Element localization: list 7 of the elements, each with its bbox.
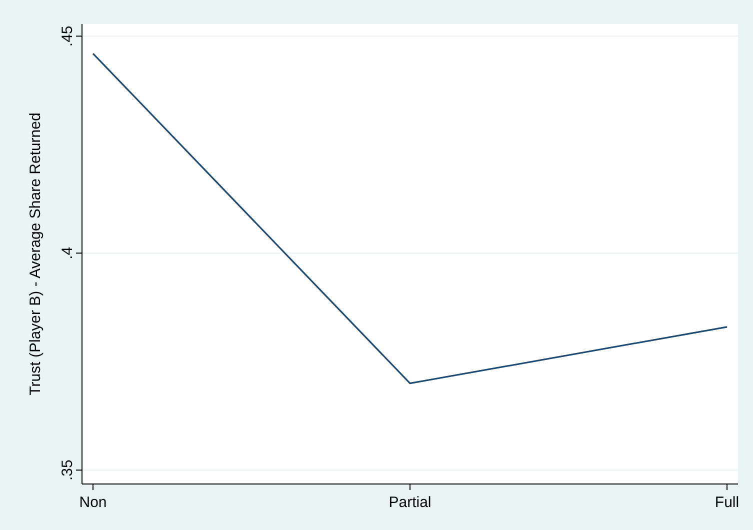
y-tick-label: .35 <box>59 460 76 481</box>
x-tick-label: Non <box>79 494 107 511</box>
y-tick-label: .45 <box>59 26 76 47</box>
y-tick-label: .4 <box>59 246 76 260</box>
x-tick-label: Full <box>714 494 740 511</box>
y-axis-title: Trust (Player B) - Average Share Returned <box>27 112 44 396</box>
x-tick-label: Partial <box>388 494 432 511</box>
